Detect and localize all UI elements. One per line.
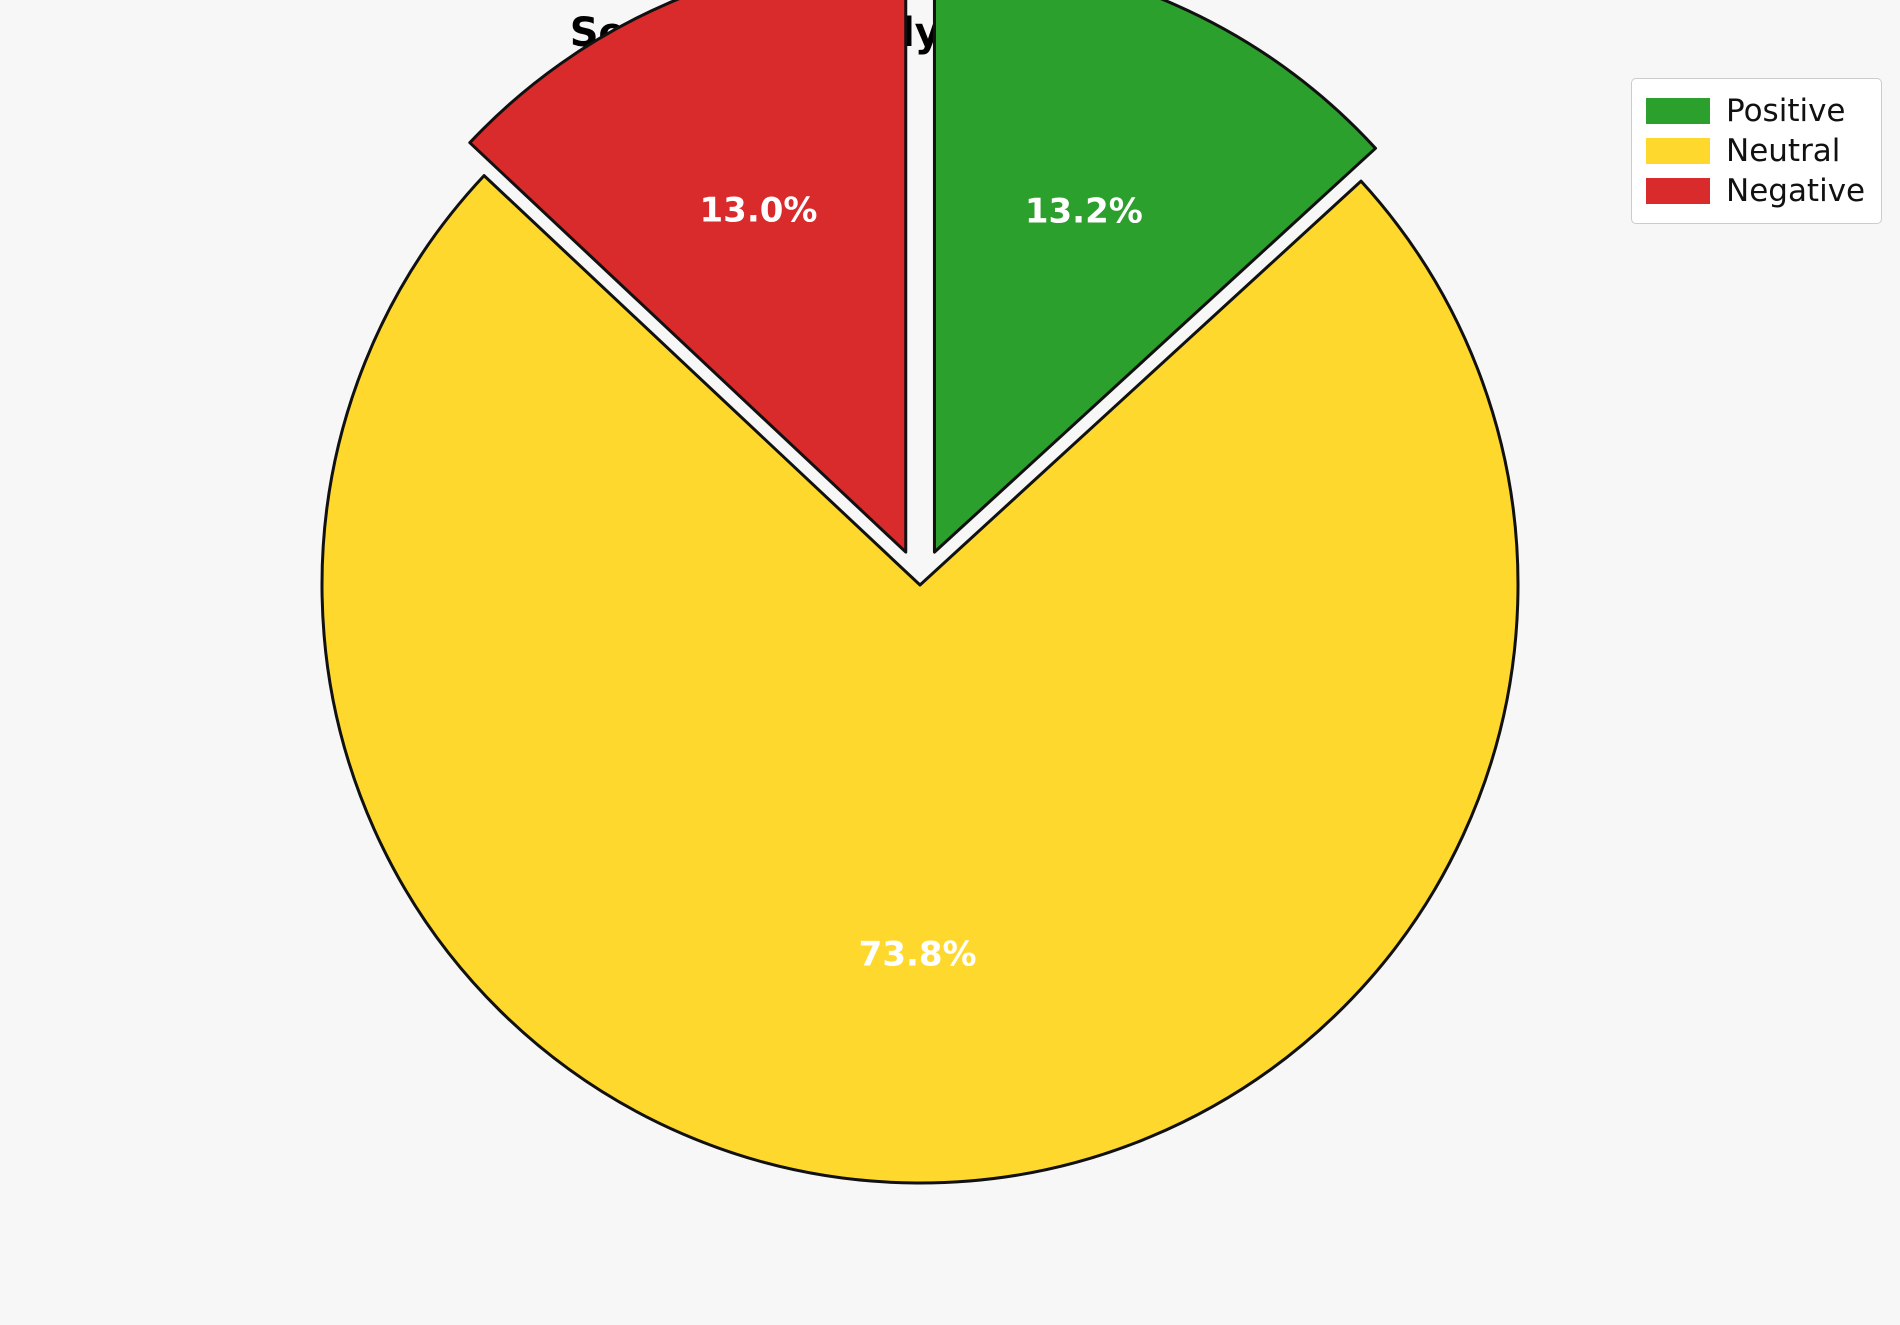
legend-swatch-positive bbox=[1646, 98, 1710, 124]
legend-swatch-negative bbox=[1646, 178, 1710, 204]
pie-slice-label-positive: 13.2% bbox=[1025, 191, 1143, 231]
legend-item-negative[interactable]: Negative bbox=[1646, 171, 1865, 211]
pie-slice-positive[interactable] bbox=[932, 0, 1377, 554]
pie-slice-labels: 13.2% 73.8% 13.0% bbox=[700, 190, 1143, 974]
legend-item-positive[interactable]: Positive bbox=[1646, 91, 1865, 131]
legend-swatch-neutral bbox=[1646, 138, 1710, 164]
legend-label-positive: Positive bbox=[1726, 92, 1846, 129]
pie-slice-label-negative: 13.0% bbox=[700, 190, 818, 230]
pie-slice-label-neutral: 73.8% bbox=[859, 934, 977, 974]
pie-slice-neutral[interactable] bbox=[320, 174, 1520, 1185]
legend: Positive Neutral Negative bbox=[1631, 78, 1883, 224]
pie-slices bbox=[320, 0, 1520, 1185]
legend-label-negative: Negative bbox=[1726, 172, 1866, 209]
legend-label-neutral: Neutral bbox=[1726, 132, 1841, 169]
pie-slice-negative[interactable] bbox=[468, 0, 908, 554]
legend-item-neutral[interactable]: Neutral bbox=[1646, 131, 1865, 171]
